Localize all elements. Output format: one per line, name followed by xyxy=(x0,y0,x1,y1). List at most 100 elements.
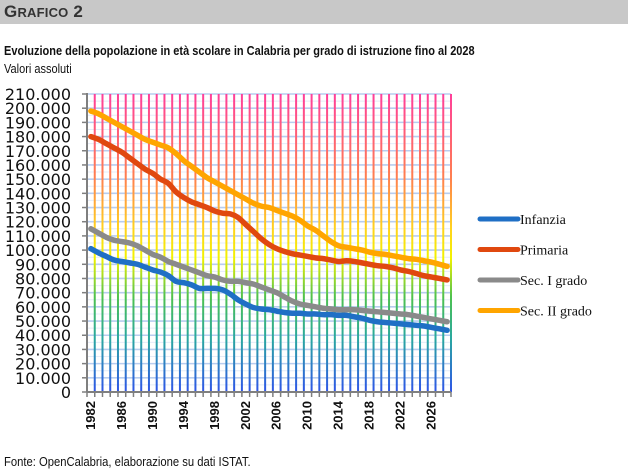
x-tick-label: 2010 xyxy=(300,401,315,430)
y-tick-label: 70.000 xyxy=(15,284,71,303)
v-gridline xyxy=(419,94,422,392)
y-tick-label: 180.000 xyxy=(5,128,71,147)
y-tick-label: 40.000 xyxy=(15,326,71,345)
v-gridline xyxy=(209,94,212,392)
v-gridline xyxy=(450,94,452,392)
y-tick-label: 130.000 xyxy=(5,199,71,218)
y-tick-label: 30.000 xyxy=(15,340,71,359)
v-gridline xyxy=(217,94,220,392)
x-tick-label: 2014 xyxy=(331,400,346,430)
v-gridline xyxy=(364,94,367,392)
figure-label-rest: RAFICO xyxy=(17,5,69,20)
v-gridline xyxy=(302,94,305,392)
v-gridline xyxy=(403,94,406,392)
v-gridline xyxy=(279,94,282,392)
v-gridline xyxy=(186,94,189,392)
figure-label-initial: G xyxy=(4,2,18,21)
y-tick-label: 90.000 xyxy=(15,255,71,274)
v-gridline xyxy=(310,94,313,392)
chart-title: Evoluzione della popolazione in età scol… xyxy=(4,44,475,58)
v-gridline xyxy=(372,94,375,392)
legend-label-primaria: Primaria xyxy=(520,244,569,259)
v-gridline xyxy=(240,94,243,392)
v-gridline xyxy=(411,94,414,392)
v-gridline xyxy=(202,94,205,392)
v-gridline xyxy=(194,94,197,392)
x-tick-label: 2026 xyxy=(424,401,439,430)
v-gridline xyxy=(256,94,259,392)
v-gridline xyxy=(101,94,104,392)
x-tick-label: 2022 xyxy=(393,401,408,430)
v-gridline xyxy=(318,94,321,392)
v-gridline xyxy=(178,94,181,392)
x-tick-label: 2002 xyxy=(238,401,253,430)
v-gridline xyxy=(93,94,96,392)
x-tick-label: 1990 xyxy=(145,401,160,430)
y-tick-label: 110.000 xyxy=(5,227,71,246)
v-gridline xyxy=(426,94,429,392)
v-gridline xyxy=(341,94,344,392)
x-tick-label: 1986 xyxy=(114,401,129,430)
v-gridline xyxy=(233,94,236,392)
y-tick-label: 10.000 xyxy=(15,369,71,388)
x-tick-label: 1994 xyxy=(176,400,191,430)
x-tick-label: 1998 xyxy=(207,401,222,430)
y-tick-label: 150.000 xyxy=(5,170,71,189)
v-gridline xyxy=(109,94,112,392)
y-tick-label: 190.000 xyxy=(5,113,71,132)
v-gridline xyxy=(442,94,445,392)
legend-label-sec2: Sec. II grado xyxy=(520,305,592,320)
y-tick-label: 120.000 xyxy=(5,213,71,232)
chart-subtitle: Valori assoluti xyxy=(4,62,72,76)
y-tick-label: 170.000 xyxy=(5,142,71,161)
y-tick-label: 0 xyxy=(61,383,71,402)
x-axis-tick-labels: 1982 1986 1990 1994 1998 2002 2006 2010 2014 2018… xyxy=(83,400,439,430)
legend-label-infanzia: Infanzia xyxy=(520,213,567,228)
legend-item-primaria: Primaria xyxy=(477,244,569,259)
y-tick-label: 200.000 xyxy=(5,99,71,118)
y-tick-label: 210.000 xyxy=(5,85,71,104)
series-lines xyxy=(88,108,450,334)
x-tick-label: 1982 xyxy=(83,401,98,430)
y-tick-label: 20.000 xyxy=(15,355,71,374)
v-gridline xyxy=(349,94,352,392)
series-line-sec2 xyxy=(88,108,450,270)
legend: Infanzia Primaria Sec. I grado Sec. II grad… xyxy=(477,213,592,320)
v-gridline xyxy=(380,94,383,392)
series-line-primaria xyxy=(88,133,450,283)
y-tick-label: 140.000 xyxy=(5,184,71,203)
v-gridline xyxy=(140,94,143,392)
y-tick-label: 60.000 xyxy=(15,298,71,317)
v-gridline xyxy=(248,94,251,392)
legend-label-sec1: Sec. I grado xyxy=(520,274,587,289)
figure-label: GRAFICO 2 xyxy=(4,2,83,22)
y-axis-tick-labels: 010.00020.00030.00040.00050.00060.00070.… xyxy=(5,85,71,402)
v-gridline xyxy=(271,94,274,392)
figure-label-number: 2 xyxy=(68,2,84,21)
series-line-sec1 xyxy=(88,226,450,325)
source-note: Fonte: OpenCalabria, elaborazione su dat… xyxy=(4,455,251,469)
legend-item-infanzia: Infanzia xyxy=(477,213,567,228)
v-gridline xyxy=(326,94,329,392)
v-gridline xyxy=(171,94,174,392)
v-gridline xyxy=(388,94,391,392)
v-gridline xyxy=(434,94,437,392)
v-gridline xyxy=(357,94,360,392)
v-gridline xyxy=(395,94,398,392)
y-tick-label: 100.000 xyxy=(5,241,71,260)
v-gridline xyxy=(295,94,298,392)
axes xyxy=(82,93,452,397)
v-gridline xyxy=(163,94,166,392)
series-line-infanzia xyxy=(88,245,450,334)
header-bar: GRAFICO 2 xyxy=(0,0,628,24)
x-tick-label: 2006 xyxy=(269,401,284,430)
y-tick-label: 50.000 xyxy=(15,312,71,331)
legend-item-sec2: Sec. II grado xyxy=(477,305,592,320)
legend-item-sec1: Sec. I grado xyxy=(477,274,587,289)
v-gridline xyxy=(225,94,228,392)
v-gridline xyxy=(155,94,158,392)
y-tick-label: 160.000 xyxy=(5,156,71,175)
horizontal-gridlines xyxy=(87,93,451,386)
v-gridline xyxy=(147,94,150,392)
